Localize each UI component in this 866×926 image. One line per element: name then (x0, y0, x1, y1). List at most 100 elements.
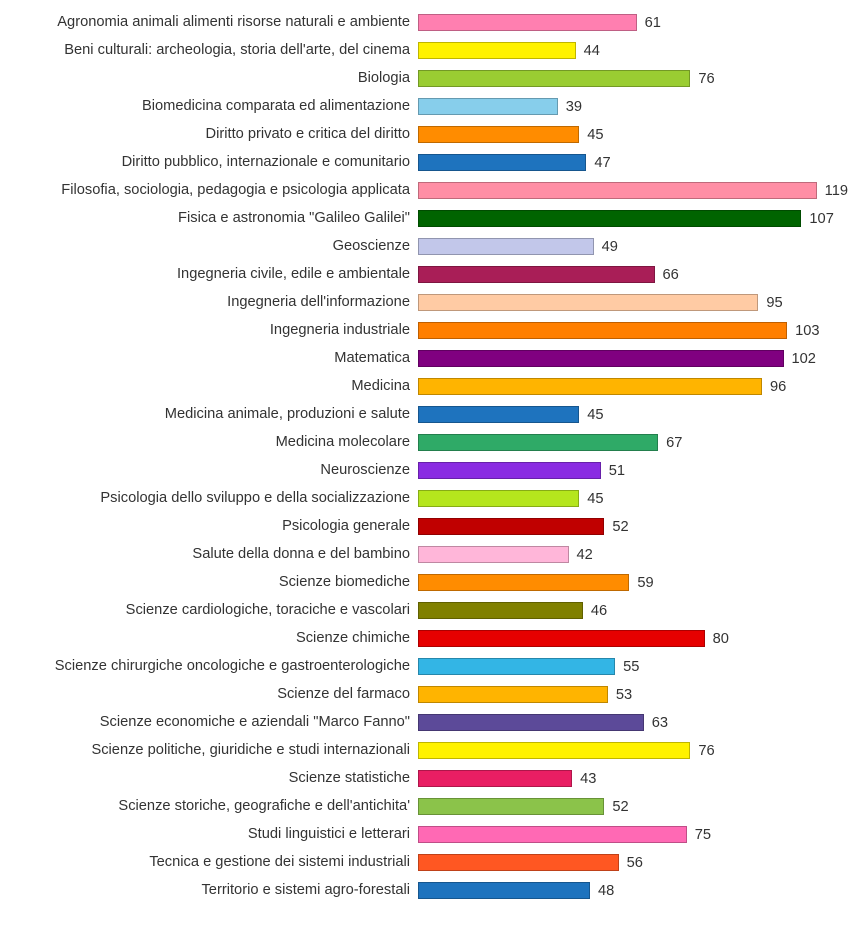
row-label: Ingegneria dell'informazione (18, 294, 418, 310)
row-label: Diritto pubblico, internazionale e comun… (18, 154, 418, 170)
bar-value: 44 (584, 43, 600, 59)
chart-grid: Agronomia animali alimenti risorse natur… (18, 14, 848, 899)
bar-value: 43 (580, 771, 596, 787)
bar (418, 266, 655, 283)
bar-value: 48 (598, 883, 614, 899)
bar (418, 322, 787, 339)
bar-value: 55 (623, 659, 639, 675)
row-bar-cell: 63 (418, 714, 848, 731)
bar (418, 14, 637, 31)
row-bar-cell: 52 (418, 798, 848, 815)
row-bar-cell: 52 (418, 518, 848, 535)
row-bar-cell: 95 (418, 294, 848, 311)
row-bar-cell: 66 (418, 266, 848, 283)
row-label: Scienze chimiche (18, 630, 418, 646)
bar-value: 45 (587, 127, 603, 143)
bar (418, 98, 558, 115)
bar-value: 96 (770, 379, 786, 395)
bar-value: 52 (612, 519, 628, 535)
bar (418, 798, 604, 815)
bar (418, 602, 583, 619)
bar-value: 119 (825, 183, 848, 199)
bar (418, 518, 604, 535)
bar (418, 154, 586, 171)
bar (418, 70, 690, 87)
row-label: Scienze chirurgiche oncologiche e gastro… (18, 658, 418, 674)
row-label: Agronomia animali alimenti risorse natur… (18, 14, 418, 30)
row-bar-cell: 76 (418, 70, 848, 87)
row-bar-cell: 56 (418, 854, 848, 871)
bar-value: 61 (645, 15, 661, 31)
bar (418, 686, 608, 703)
row-label: Salute della donna e del bambino (18, 546, 418, 562)
row-label: Matematica (18, 350, 418, 366)
bar-value: 39 (566, 99, 582, 115)
row-bar-cell: 96 (418, 378, 848, 395)
bar-value: 66 (663, 267, 679, 283)
row-bar-cell: 46 (418, 602, 848, 619)
bar (418, 182, 817, 199)
bar (418, 630, 705, 647)
row-bar-cell: 76 (418, 742, 848, 759)
bar (418, 350, 784, 367)
bar-value: 76 (698, 71, 714, 87)
row-bar-cell: 103 (418, 322, 848, 339)
row-label: Filosofia, sociologia, pedagogia e psico… (18, 182, 418, 198)
bar-value: 76 (698, 743, 714, 759)
bar (418, 434, 658, 451)
bar-value: 45 (587, 491, 603, 507)
row-label: Tecnica e gestione dei sistemi industria… (18, 854, 418, 870)
bar-value: 53 (616, 687, 632, 703)
row-label: Fisica e astronomia "Galileo Galilei" (18, 210, 418, 226)
bar (418, 574, 629, 591)
bar (418, 406, 579, 423)
bar (418, 826, 687, 843)
bar-value: 46 (591, 603, 607, 619)
row-bar-cell: 45 (418, 406, 848, 423)
bar (418, 462, 601, 479)
bar (418, 42, 576, 59)
bar-value: 51 (609, 463, 625, 479)
bar (418, 378, 762, 395)
bar-value: 63 (652, 715, 668, 731)
bar-value: 95 (766, 295, 782, 311)
row-label: Neuroscienze (18, 462, 418, 478)
bar-value: 59 (637, 575, 653, 591)
bar (418, 126, 579, 143)
row-bar-cell: 44 (418, 42, 848, 59)
row-label: Scienze biomediche (18, 574, 418, 590)
bar-value: 47 (594, 155, 610, 171)
row-bar-cell: 42 (418, 546, 848, 563)
row-label: Medicina (18, 378, 418, 394)
bar (418, 294, 758, 311)
row-bar-cell: 55 (418, 658, 848, 675)
bar-value: 49 (602, 239, 618, 255)
row-bar-cell: 49 (418, 238, 848, 255)
horizontal-bar-chart: Agronomia animali alimenti risorse natur… (0, 0, 866, 917)
row-bar-cell: 102 (418, 350, 848, 367)
row-bar-cell: 61 (418, 14, 848, 31)
bar (418, 238, 594, 255)
bar (418, 210, 801, 227)
row-label: Psicologia dello sviluppo e della social… (18, 490, 418, 506)
row-bar-cell: 53 (418, 686, 848, 703)
bar (418, 770, 572, 787)
row-label: Scienze storiche, geografiche e dell'ant… (18, 798, 418, 814)
row-bar-cell: 48 (418, 882, 848, 899)
row-bar-cell: 47 (418, 154, 848, 171)
bar (418, 658, 615, 675)
row-label: Scienze del farmaco (18, 686, 418, 702)
row-bar-cell: 119 (418, 182, 848, 199)
bar (418, 882, 590, 899)
bar-value: 80 (713, 631, 729, 647)
bar (418, 854, 619, 871)
bar (418, 546, 569, 563)
row-label: Medicina molecolare (18, 434, 418, 450)
row-bar-cell: 45 (418, 490, 848, 507)
bar-value: 45 (587, 407, 603, 423)
row-label: Medicina animale, produzioni e salute (18, 406, 418, 422)
row-label: Scienze statistiche (18, 770, 418, 786)
row-label: Diritto privato e critica del diritto (18, 126, 418, 142)
row-bar-cell: 51 (418, 462, 848, 479)
row-bar-cell: 39 (418, 98, 848, 115)
